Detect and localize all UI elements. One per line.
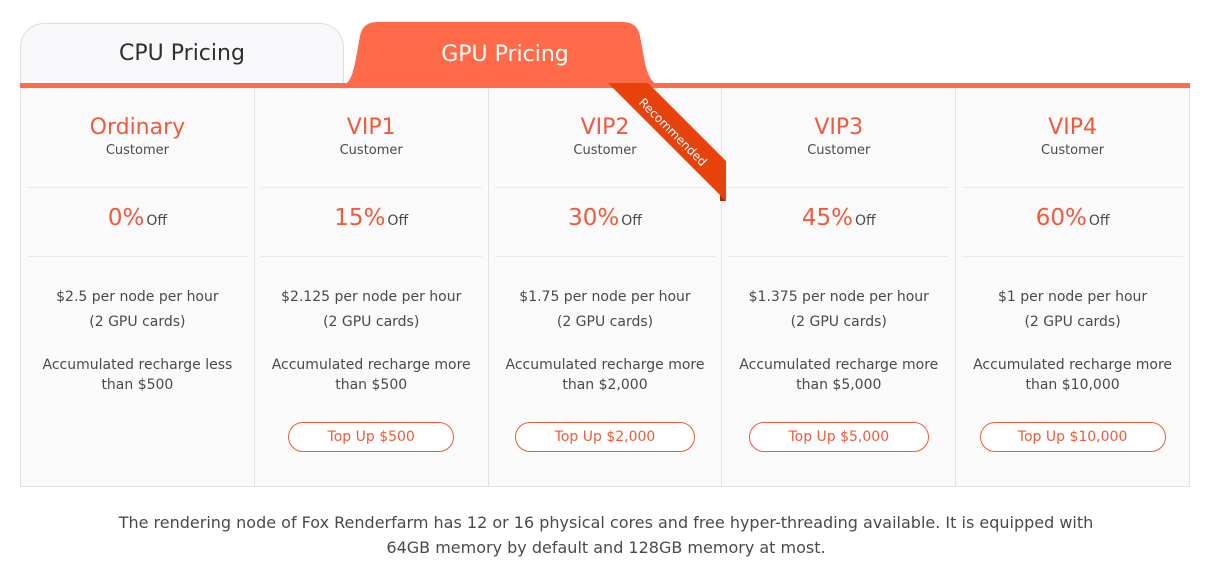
discount-off-label: Off [1088,213,1110,229]
plan-card-vip3: VIP3 Customer 45% Off $1.375 per node per… [722,88,957,486]
plan-subtitle: Customer [339,143,403,158]
plan-details: $2.125 per node per hour (2 GPU cards) A… [255,257,488,395]
plan-discount: 60% Off [962,188,1183,257]
pricing-tabs: CPU Pricing GPU Pricing [20,22,1190,88]
plan-header: VIP4 Customer [962,88,1183,188]
plan-price: $1 per node per hour [998,289,1148,305]
top-up-5000-button[interactable]: Top Up $5,000 [748,422,929,452]
discount-value: 0% [107,205,145,231]
plan-recharge-condition: Accumulated recharge more than $500 [271,357,471,393]
plan-price: $1.375 per node per hour [748,289,929,305]
plan-gpu-cards: (2 GPU cards) [323,314,420,330]
plan-discount: 0% Off [27,188,248,257]
plan-gpu-cards: (2 GPU cards) [89,314,186,330]
plan-gpu-cards: (2 GPU cards) [790,314,887,330]
plan-price: $1.75 per node per hour [519,289,691,305]
plan-header: VIP2 Customer [494,88,716,188]
tab-underline [20,83,1190,88]
tab-gpu-pricing[interactable]: GPU Pricing [441,42,569,67]
discount-value: 30% [568,205,620,231]
plan-details: $1.375 per node per hour (2 GPU cards) A… [722,257,955,395]
plan-recharge-condition: Accumulated recharge more than $10,000 [973,357,1173,393]
plan-recharge-condition: Accumulated recharge more than $5,000 [739,357,939,393]
top-up-10000-button[interactable]: Top Up $10,000 [979,422,1166,452]
tab-gpu-background [332,22,672,88]
top-up-500-button[interactable]: Top Up $500 [288,422,455,452]
plan-header: Ordinary Customer [27,88,248,188]
ribbon-label: Recommended [636,95,710,169]
top-up-2000-button[interactable]: Top Up $2,000 [514,422,695,452]
discount-off-label: Off [621,213,642,229]
plan-subtitle: Customer [1041,143,1105,158]
plan-name: VIP2 [580,115,630,140]
plan-name: VIP4 [1048,115,1097,140]
footnote-text: The rendering node of Fox Renderfarm has… [118,513,1094,557]
plan-header: VIP3 Customer [728,88,950,188]
discount-value: 60% [1035,205,1087,231]
plan-price: $2.125 per node per hour [281,289,462,305]
plan-price: $2.5 per node per hour [56,289,219,305]
plan-name: Ordinary [89,115,186,140]
plan-name: VIP3 [814,115,864,140]
plan-discount: 45% Off [728,188,950,257]
recommended-ribbon: Recommended [608,83,726,201]
plan-gpu-cards: (2 GPU cards) [556,314,654,330]
plan-discount: 15% Off [260,188,482,257]
tab-cpu-pricing[interactable]: CPU Pricing [20,23,344,84]
discount-value: 15% [334,205,386,231]
discount-off-label: Off [387,213,409,229]
plan-details: $1.75 per node per hour (2 GPU cards) Ac… [489,257,722,395]
discount-off-label: Off [855,213,876,229]
plan-subtitle: Customer [807,143,871,158]
plan-name: VIP1 [346,115,396,140]
plan-recharge-condition: Accumulated recharge less than $500 [42,357,233,393]
plan-subtitle: Customer [573,143,637,158]
plan-discount: 30% Off [494,188,716,257]
plan-subtitle: Customer [105,143,169,158]
plan-header: VIP1 Customer [260,88,482,188]
discount-off-label: Off [146,213,167,229]
plan-details: $1 per node per hour (2 GPU cards) Accum… [956,257,1189,395]
pricing-plans: Ordinary Customer 0% Off $2.5 per node pe… [20,88,1190,487]
plan-details: $2.5 per node per hour (2 GPU cards) Acc… [21,257,254,395]
plan-gpu-cards: (2 GPU cards) [1024,314,1121,330]
plan-card-vip4: VIP4 Customer 60% Off $1 per node per hou… [956,88,1189,486]
plan-card-vip1: VIP1 Customer 15% Off $2.125 per node per… [254,88,489,486]
discount-value: 45% [801,205,854,231]
plan-card-ordinary: Ordinary Customer 0% Off $2.5 per node pe… [21,88,255,486]
plan-recharge-condition: Accumulated recharge more than $2,000 [505,357,705,393]
